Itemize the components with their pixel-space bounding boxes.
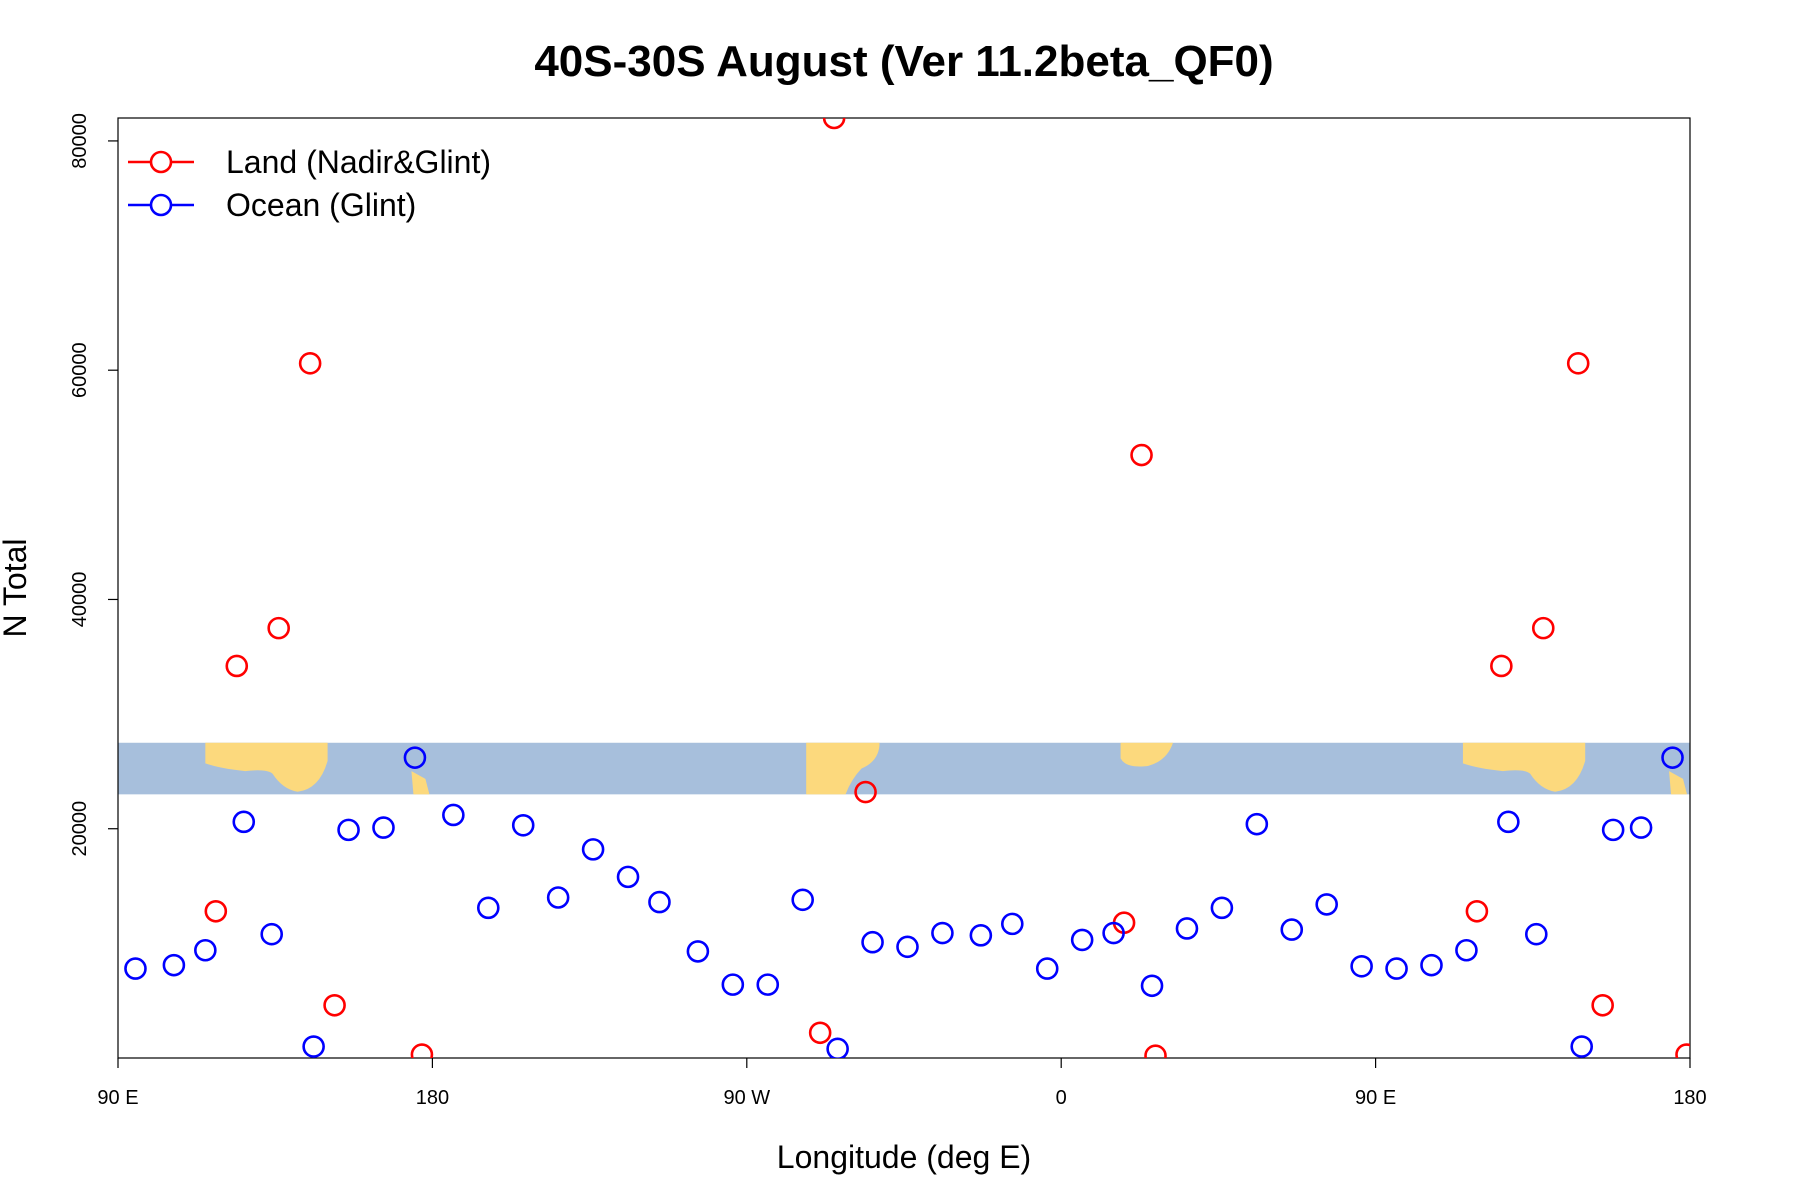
land-point-15 [1566, 352, 1590, 375]
ocean-point-26 [1035, 957, 1059, 980]
y-tick-label-2: 60000 [69, 342, 91, 398]
ocean-point-32 [1245, 812, 1269, 836]
ocean-point-31 [1210, 896, 1234, 920]
land-point-14 [1531, 616, 1555, 640]
ocean-point-30 [1175, 917, 1199, 940]
x-tick-label-2: 90 W [723, 1087, 770, 1109]
land-shape-1-1 [411, 771, 430, 795]
land-shape-1-3 [1120, 742, 1173, 767]
land-shape-1-0 [205, 742, 328, 792]
land-point-12 [1465, 899, 1489, 923]
ocean-point-33 [1280, 918, 1304, 941]
map-strip-land [205, 742, 1688, 795]
ocean-point-14 [616, 865, 640, 889]
y-axis: 20000 40000 60000 80000 [69, 113, 118, 857]
ocean-point-21 [861, 930, 884, 954]
map-strip [118, 742, 1690, 795]
ocean-point-37 [1420, 953, 1443, 977]
x-tick-label-3: 0 [1056, 1087, 1067, 1109]
land-point-4 [323, 993, 346, 1017]
land-point-3 [298, 352, 322, 375]
ocean-point-8 [403, 746, 427, 769]
ocean-point-22 [896, 935, 919, 959]
ocean-point-15 [648, 890, 671, 914]
land-point-5 [410, 1043, 434, 1058]
data-points [124, 118, 1690, 1058]
ocean-point-42 [1601, 818, 1625, 842]
ocean-point-3 [232, 810, 256, 834]
ocean-point-9 [442, 803, 465, 827]
land-point-13 [1490, 654, 1513, 678]
map-strip-ocean [118, 742, 1690, 795]
land-point-10 [1130, 443, 1153, 467]
ocean-point-13 [581, 838, 605, 861]
ocean-point-35 [1350, 954, 1373, 978]
ocean-point-40 [1524, 922, 1548, 946]
land-shape-1-2 [806, 742, 880, 795]
ocean-point-44 [1661, 746, 1684, 769]
x-tick-label-1: 180 [416, 1087, 449, 1109]
ocean-point-17 [721, 973, 745, 996]
land-point-2 [267, 616, 290, 640]
ocean-point-39 [1497, 810, 1520, 834]
x-axis: 90 E 180 90 W 0 90 E 180 [97, 1058, 1707, 1109]
ocean-point-20 [826, 1037, 849, 1058]
ocean-point-2 [194, 938, 217, 962]
ocean-point-36 [1385, 957, 1408, 980]
ocean-point-23 [931, 921, 954, 945]
ocean-point-28 [1102, 921, 1125, 945]
ocean-point-34 [1315, 893, 1338, 916]
ocean-point-6 [337, 818, 360, 842]
y-tick-label-1: 40000 [69, 572, 91, 628]
ocean-point-41 [1570, 1035, 1594, 1058]
y-axis-label: N Total [0, 538, 33, 637]
x-tick-label-5: 180 [1673, 1087, 1706, 1109]
ocean-point-10 [476, 896, 500, 920]
ocean-point-7 [372, 816, 395, 839]
ocean-point-24 [969, 924, 993, 947]
ocean-point-4 [260, 922, 284, 946]
land-point-6 [822, 118, 846, 130]
ocean-point-0 [124, 957, 147, 980]
legend-marker-0 [149, 150, 173, 174]
legend-marker-1 [149, 193, 173, 217]
ocean-point-12 [546, 886, 570, 909]
land-shape-2-0 [1462, 742, 1586, 792]
legend-label-0: Land (Nadir&Glint) [226, 144, 491, 180]
ocean-point-29 [1140, 974, 1164, 998]
ocean-point-25 [1000, 912, 1024, 936]
ocean-point-11 [511, 813, 535, 837]
chart-title: 40S-30S August (Ver 11.2beta_QF0) [534, 37, 1273, 86]
land-point-8 [854, 780, 877, 804]
plot-frame [117, 117, 1691, 1059]
land-shape-2-1 [1669, 771, 1688, 795]
y-tick-label-3: 80000 [69, 113, 91, 169]
ocean-point-5 [302, 1035, 325, 1058]
ocean-point-27 [1070, 928, 1094, 952]
ocean-point-16 [686, 940, 710, 963]
land-point-16 [1591, 993, 1614, 1017]
land-point-7 [808, 1021, 832, 1045]
land-point-1 [225, 654, 249, 678]
land-point-0 [204, 899, 228, 923]
x-tick-label-0: 90 E [97, 1087, 138, 1109]
x-tick-label-4: 90 E [1355, 1087, 1396, 1109]
x-axis-label: Longitude (deg E) [777, 1139, 1031, 1175]
land-point-17 [1675, 1043, 1690, 1058]
ocean-point-19 [791, 888, 814, 912]
ocean-point-18 [756, 973, 780, 996]
y-tick-label-0: 20000 [69, 801, 91, 857]
legend: Land (Nadir&Glint) Ocean (Glint) [128, 144, 491, 223]
ocean-point-38 [1455, 938, 1478, 962]
legend-label-1: Ocean (Glint) [226, 187, 416, 223]
ocean-point-43 [1629, 816, 1653, 839]
ocean-point-1 [162, 953, 186, 977]
land-point-11 [1144, 1044, 1167, 1058]
